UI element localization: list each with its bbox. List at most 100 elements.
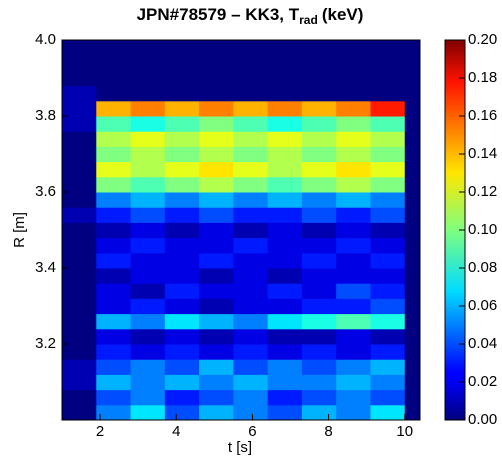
heatmap-cell [199,192,234,208]
heatmap-cell [96,268,132,284]
heatmap-cell [199,100,234,117]
heatmap-cell [199,207,234,223]
heatmap-cell [404,131,421,147]
heatmap-cell [96,404,132,421]
heatmap-cell [404,298,421,315]
colorbar-tick-label: 0.14 [468,145,497,162]
heatmap-cell [233,283,269,299]
heatmap-cell [96,252,132,269]
heatmap-cell [336,328,371,345]
heatmap-cell [370,328,406,345]
heatmap-cell [62,222,97,239]
heatmap-cell [301,389,337,406]
heatmap-cell [267,161,303,178]
heatmap-cell [301,161,337,178]
heatmap-cell [199,389,234,406]
heatmap-cell [199,313,234,330]
heatmap-cell [199,252,234,269]
heatmap-cell [62,313,97,330]
heatmap-cell [199,298,234,315]
title-suffix: (keV) [322,5,364,24]
heatmap-cell [267,70,303,87]
heatmap-cell [164,222,200,239]
heatmap-cell [130,85,166,102]
heatmap-cell [199,40,234,56]
heatmap-cell [301,192,337,208]
heatmap-cell [370,252,406,269]
heatmap-cell [199,176,234,193]
heatmap-cell [233,192,269,208]
heatmap-cell [301,146,337,163]
heatmap-cell [370,222,406,239]
heatmap-cell [336,298,371,315]
y-tick-label: 3.2 [35,335,56,352]
heatmap-cell [233,207,269,223]
heatmap-cell [62,55,97,71]
heatmap-cell [267,298,303,315]
heatmap-cell [233,328,269,345]
heatmap-cell [301,344,337,360]
heatmap-cell [130,359,166,375]
heatmap-cell [130,404,166,421]
heatmap-cell [164,207,200,223]
x-tick-label: 6 [248,423,256,440]
colorbar-tick-label: 0.04 [468,335,497,352]
heatmap-cell [267,374,303,391]
heatmap-cell [301,359,337,375]
heatmap-cell [130,283,166,299]
heatmap-cell [301,55,337,71]
heatmap-cell [336,85,371,102]
heatmap-cell [62,389,97,406]
heatmap-cell [164,344,200,360]
heatmap-cell [233,237,269,254]
heatmap-cell [336,237,371,254]
heatmap-cell [164,161,200,178]
heatmap-cell [62,283,97,299]
heatmap-cell [164,40,200,56]
heatmap-cell [96,192,132,208]
x-axis-label: t [s] [228,439,252,456]
heatmap-cell [336,161,371,178]
heatmap-cell [336,389,371,406]
chart-title: JPN#78579 – KK3, Trad (keV) [137,5,364,27]
heatmap-cell [404,313,421,330]
heatmap-cell [164,116,200,132]
heatmap-cell [267,237,303,254]
heatmap-cell [233,146,269,163]
heatmap-cell [370,283,406,299]
heatmap-cell [404,207,421,223]
heatmap-cell [96,161,132,178]
heatmap-cell [404,268,421,284]
heatmap-cell [370,100,406,117]
x-tick-label: 4 [172,423,180,440]
heatmap-cell [199,237,234,254]
heatmap-cell [164,176,200,193]
heatmap-cell [370,268,406,284]
heatmap-cell [62,207,97,223]
heatmap-cell [199,55,234,71]
heatmap-cell [164,237,200,254]
y-tick-label: 3.4 [35,259,56,276]
title-subscript: rad [299,13,318,27]
heatmap-cell [130,344,166,360]
heatmap-cell [164,359,200,375]
heatmap-cell [301,70,337,87]
heatmap-cell [96,313,132,330]
heatmap-cell [370,70,406,87]
heatmap-cell [370,389,406,406]
heatmap-cell [96,359,132,375]
heatmap-cell [62,344,97,360]
heatmap-cell [370,298,406,315]
heatmap-cell [336,222,371,239]
colorbar-tick-label: 0.08 [468,259,497,276]
heatmap-cell [164,404,200,421]
heatmap-cell [233,131,269,147]
heatmap-cell [336,359,371,375]
heatmap-cell [301,222,337,239]
heatmap-cell [370,313,406,330]
heatmap-cell [336,404,371,421]
heatmap-cell [404,40,421,56]
heatmap-cell [301,176,337,193]
colorbar-tick-label: 0.16 [468,107,497,124]
heatmap-cell [404,146,421,163]
